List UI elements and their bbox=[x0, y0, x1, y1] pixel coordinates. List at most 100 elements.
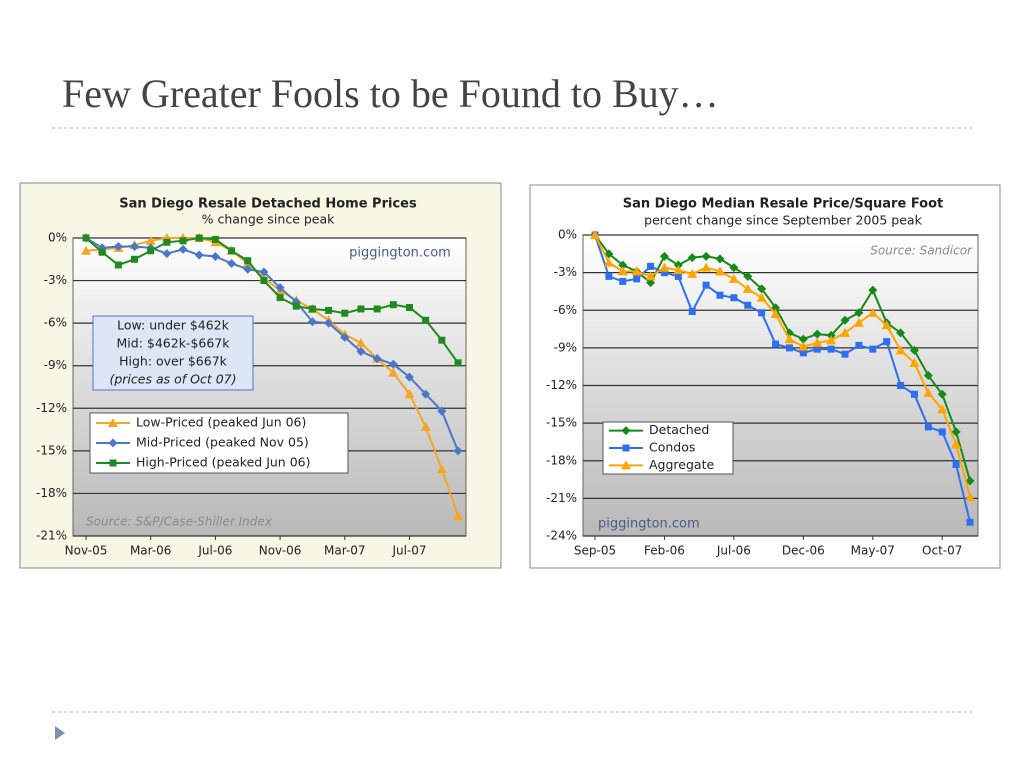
marker bbox=[924, 423, 932, 431]
marker bbox=[909, 357, 920, 367]
marker bbox=[813, 345, 821, 353]
y-tick-label: -15% bbox=[36, 443, 67, 457]
marker bbox=[372, 354, 382, 364]
marker bbox=[113, 242, 123, 252]
chart-subtitle: % change since peak bbox=[202, 212, 336, 227]
marker bbox=[673, 265, 684, 275]
marker bbox=[951, 427, 961, 437]
marker bbox=[910, 390, 918, 398]
x-tick-label: Jul-06 bbox=[197, 544, 232, 558]
marker bbox=[438, 336, 446, 344]
marker bbox=[617, 266, 628, 276]
marker bbox=[688, 308, 696, 316]
marker bbox=[244, 257, 252, 265]
marker bbox=[292, 302, 300, 310]
marker bbox=[743, 271, 753, 281]
x-tick-label: Sep-05 bbox=[574, 544, 616, 558]
marker bbox=[437, 406, 447, 416]
marker bbox=[195, 234, 203, 242]
watermark: piggington.com bbox=[598, 517, 700, 532]
marker bbox=[453, 511, 463, 521]
series-line bbox=[594, 234, 971, 498]
marker bbox=[812, 337, 823, 347]
chart-subtitle: percent change since September 2005 peak bbox=[644, 213, 922, 228]
marker bbox=[647, 262, 655, 270]
legend-label: Mid-Priced (peaked Nov 05) bbox=[136, 435, 309, 450]
y-tick-label: -12% bbox=[36, 401, 67, 415]
marker bbox=[179, 237, 187, 245]
y-tick-label: -9% bbox=[44, 358, 67, 372]
legend-box bbox=[89, 412, 349, 474]
marker bbox=[772, 340, 780, 348]
marker bbox=[145, 235, 156, 245]
y-tick-label: -12% bbox=[546, 378, 577, 392]
watermark: piggington.com bbox=[349, 246, 451, 261]
marker bbox=[965, 492, 975, 502]
marker bbox=[260, 277, 268, 285]
marker bbox=[621, 460, 631, 470]
marker bbox=[756, 292, 767, 302]
y-tick-label: -6% bbox=[44, 316, 67, 330]
marker bbox=[659, 262, 670, 272]
marker bbox=[895, 345, 906, 355]
marker bbox=[210, 251, 220, 261]
marker bbox=[758, 309, 766, 317]
marker bbox=[938, 428, 946, 436]
marker bbox=[276, 294, 284, 302]
marker bbox=[826, 335, 837, 345]
marker bbox=[622, 444, 630, 452]
marker bbox=[98, 248, 106, 256]
marker bbox=[109, 459, 117, 467]
y-tick-label: -18% bbox=[36, 486, 67, 500]
note-line: High: over $667k bbox=[119, 354, 228, 369]
x-tick-label: Dec-06 bbox=[782, 544, 825, 558]
marker bbox=[770, 309, 781, 319]
y-tick-label: -6% bbox=[554, 303, 577, 317]
legend-label: Condos bbox=[649, 440, 695, 455]
marker bbox=[798, 334, 808, 344]
marker bbox=[855, 341, 863, 349]
marker bbox=[454, 359, 462, 367]
marker bbox=[798, 341, 809, 351]
marker bbox=[422, 316, 430, 324]
marker bbox=[840, 327, 850, 337]
y-tick-label: -3% bbox=[44, 273, 67, 287]
y-tick-label: -15% bbox=[546, 416, 577, 430]
marker bbox=[82, 234, 90, 242]
note-line: Low: under $462k bbox=[117, 318, 230, 333]
marker bbox=[869, 345, 877, 353]
marker bbox=[646, 278, 656, 288]
marker bbox=[131, 255, 139, 263]
x-tick-label: Oct-07 bbox=[922, 544, 962, 558]
legend-label: Aggregate bbox=[649, 457, 714, 472]
marker bbox=[373, 305, 381, 313]
note-box bbox=[92, 315, 254, 391]
marker bbox=[966, 518, 974, 526]
legend-label: Detached bbox=[649, 422, 709, 437]
y-tick-label: -24% bbox=[546, 529, 577, 543]
marker bbox=[784, 334, 795, 344]
y-tick-label: -9% bbox=[554, 340, 577, 354]
x-tick-label: May-07 bbox=[851, 544, 895, 558]
marker bbox=[687, 268, 698, 278]
marker bbox=[965, 476, 975, 486]
marker bbox=[909, 345, 919, 355]
marker bbox=[715, 254, 725, 264]
marker bbox=[163, 238, 171, 246]
marker bbox=[716, 291, 724, 299]
x-tick-label: Mar-06 bbox=[130, 544, 171, 558]
slide-title: Few Greater Fools to be Found to Buy… bbox=[62, 71, 719, 116]
marker bbox=[896, 328, 906, 338]
marker bbox=[728, 273, 739, 283]
chart-title: San Diego Median Resale Price/Square Foo… bbox=[623, 197, 944, 212]
marker bbox=[356, 347, 366, 357]
y-tick-label: -3% bbox=[554, 265, 577, 279]
marker bbox=[227, 259, 237, 269]
marker bbox=[324, 318, 334, 328]
marker bbox=[340, 332, 350, 342]
marker bbox=[883, 338, 891, 346]
marker bbox=[605, 272, 613, 280]
marker bbox=[715, 266, 725, 276]
marker bbox=[923, 388, 934, 398]
